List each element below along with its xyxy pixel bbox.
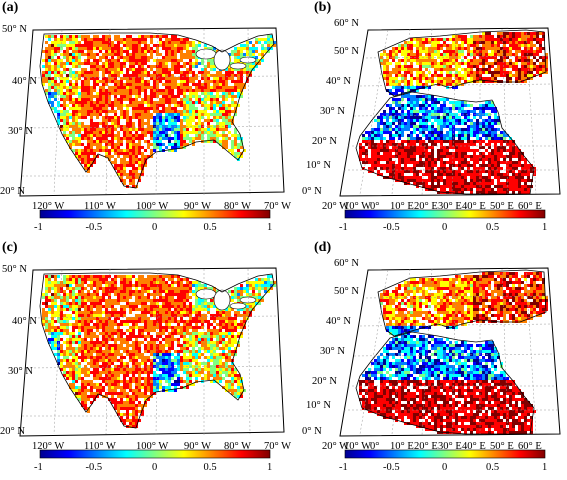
latitude-label: 30° N (320, 346, 345, 357)
panel-label: (d) (314, 240, 332, 255)
map-panel-a: (a) 50° N 40° N 30° N 20° N 120° W 110° W 100° … (0, 0, 292, 240)
colorbar-tick-label: 1 (267, 222, 273, 233)
panel-label: (a) (2, 0, 19, 15)
latitude-label: 50° N (334, 46, 359, 57)
map-canvas (19, 267, 285, 459)
coastline (355, 331, 535, 435)
latitude-label: 50° N (2, 264, 27, 275)
coastline (39, 32, 275, 189)
longitude-label: 40° E (462, 441, 486, 452)
longitude-label: 110° W (84, 441, 116, 452)
longitude-label: 60° E (518, 441, 542, 452)
colorbar-tick-label: 0.5 (203, 222, 217, 233)
latitude-label: 0° N (302, 186, 322, 197)
coastline (377, 269, 547, 337)
latitude-label: 60° N (334, 258, 359, 269)
latitude-label: 50° N (2, 24, 27, 35)
latitude-label: 20° N (0, 186, 25, 197)
panel-label: (c) (2, 240, 18, 255)
longitude-label: 110° W (84, 201, 116, 212)
longitude-label: 10° E (390, 441, 414, 452)
colorbar-tick-label: 0.5 (486, 462, 500, 473)
data-pixels (359, 272, 548, 434)
map-panel-c: (c) 50° N 40° N 30° N 20° N 120° W 110° W 100° … (0, 240, 292, 480)
latitude-label: 50° N (334, 286, 359, 297)
latitude-label: 0° N (302, 426, 322, 437)
longitude-label: 90° W (184, 441, 212, 452)
longitude-label: 0° (370, 441, 380, 452)
longitude-label: 70° W (264, 441, 292, 452)
longitude-label: 120° W (32, 201, 65, 212)
longitude-label: 20° W (322, 201, 350, 212)
longitude-label: 40° E (462, 201, 486, 212)
longitude-label: 90° W (184, 201, 212, 212)
colorbar-tick-label: 0 (152, 462, 158, 473)
colorbar (344, 449, 546, 459)
colorbar-tick-label: -1 (339, 462, 348, 473)
latitude-label: 40° N (12, 76, 37, 87)
latitude-label: 30° N (320, 106, 345, 117)
colorbar-tick-label: 0 (442, 462, 448, 473)
map-panel-d: (d) 60° N 50° N 40° N 30° N 20° N 10° N 0° N 20°… (290, 240, 567, 480)
colorbar-tick-label: -0.5 (85, 222, 103, 233)
longitude-label: 30° E (438, 201, 462, 212)
latitude-label: 30° N (8, 126, 33, 137)
latitude-label: 20° N (312, 376, 337, 387)
longitude-label: 120° W (32, 441, 65, 452)
colorbar-tick-label: 0.5 (203, 462, 217, 473)
colorbar (344, 209, 546, 219)
data-pixels (42, 35, 276, 188)
longitude-label: 70° W (264, 201, 292, 212)
map-panel-b: (b) 60° N 50° N 40° N 30° N 20° N 10° N 0° N 20°… (290, 0, 567, 240)
map-canvas (19, 27, 285, 219)
latitude-label: 60° N (334, 18, 359, 29)
colorbar-tick-label: 1 (542, 462, 548, 473)
latitude-label: 20° N (0, 426, 25, 437)
latitude-label: 30° N (8, 366, 33, 377)
latitude-label: 20° N (312, 136, 337, 147)
longitude-label: 100° W (136, 201, 169, 212)
longitude-label: 100° W (136, 441, 169, 452)
longitude-label: 20° E (414, 441, 438, 452)
latitude-label: 40° N (326, 76, 351, 87)
colorbar-tick-label: -0.5 (85, 462, 103, 473)
colorbar (39, 449, 271, 459)
longitude-label: 30° E (438, 441, 462, 452)
data-pixels (359, 32, 548, 194)
colorbar-tick-label: 0 (152, 222, 158, 233)
colorbar (39, 209, 271, 219)
latitude-label: 10° N (306, 160, 331, 171)
latitude-label: 40° N (326, 316, 351, 327)
map-canvas (339, 267, 561, 459)
longitude-label: 20° W (322, 441, 350, 452)
colorbar-tick-label: 1 (267, 462, 273, 473)
longitude-label: 50° E (490, 201, 514, 212)
colorbar-tick-label: 0 (442, 222, 448, 233)
colorbar-tick-label: -1 (34, 462, 43, 473)
colorbar-tick-label: -1 (34, 222, 43, 233)
coastline (377, 29, 547, 97)
latitude-label: 40° N (12, 316, 37, 327)
longitude-label: 10° W (344, 441, 372, 452)
colorbar-tick-label: -0.5 (383, 462, 400, 473)
longitude-label: 50° E (490, 441, 514, 452)
latitude-label: 10° N (306, 400, 331, 411)
longitude-label: 60° E (518, 201, 542, 212)
longitude-label: 80° W (224, 201, 252, 212)
longitude-label: 0° (370, 201, 380, 212)
coastline (39, 272, 275, 429)
longitude-label: 10° E (390, 201, 414, 212)
colorbar-tick-label: -1 (339, 222, 348, 233)
map-canvas (339, 27, 561, 219)
panel-label: (b) (314, 0, 332, 15)
colorbar-tick-label: 0.5 (486, 222, 500, 233)
coastline (355, 91, 535, 195)
longitude-label: 80° W (224, 441, 252, 452)
longitude-label: 10° W (344, 201, 372, 212)
colorbar-tick-label: -0.5 (383, 222, 400, 233)
colorbar-tick-label: 1 (542, 222, 548, 233)
longitude-label: 20° E (414, 201, 438, 212)
